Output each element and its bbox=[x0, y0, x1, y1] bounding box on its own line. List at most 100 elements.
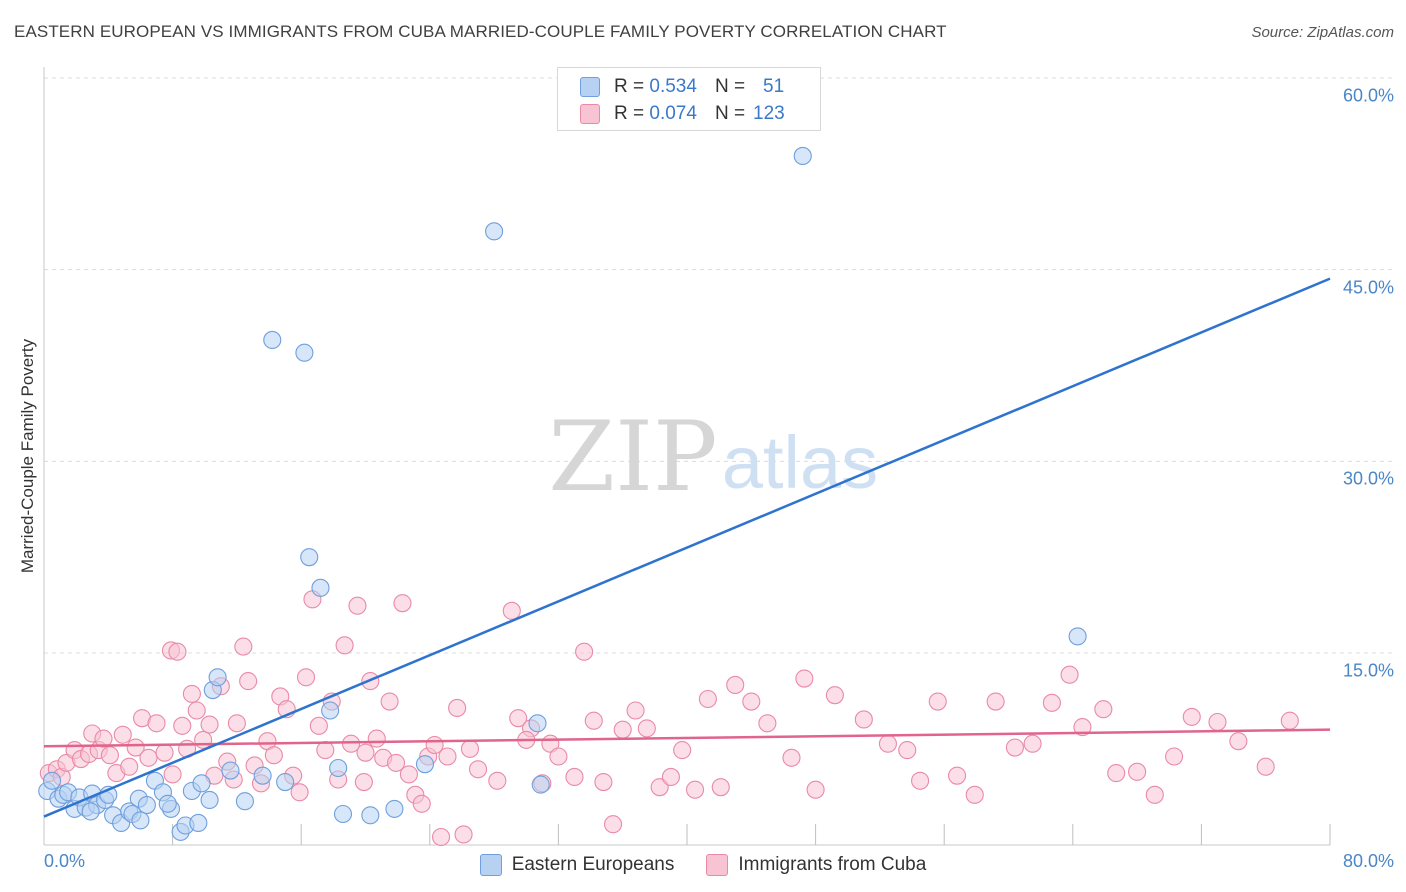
data-point bbox=[637, 719, 656, 738]
data-point bbox=[263, 330, 282, 349]
data-point bbox=[911, 771, 930, 790]
data-point bbox=[131, 811, 150, 830]
data-point bbox=[661, 767, 680, 786]
data-point bbox=[239, 672, 258, 691]
data-point bbox=[309, 716, 328, 735]
data-point bbox=[584, 711, 603, 730]
data-point bbox=[502, 601, 521, 620]
data-point bbox=[399, 765, 418, 784]
data-point bbox=[200, 790, 219, 809]
legend-n-value: 123 bbox=[753, 103, 785, 124]
data-point bbox=[878, 734, 897, 753]
data-point bbox=[189, 813, 208, 832]
data-point bbox=[698, 689, 717, 709]
data-point bbox=[147, 714, 166, 733]
legend-swatch-pink bbox=[580, 104, 600, 124]
data-point bbox=[928, 692, 947, 711]
data-point bbox=[742, 692, 761, 711]
trend-lines bbox=[43, 277, 1331, 818]
legend-label: Immigrants from Cuba bbox=[738, 854, 927, 875]
data-point bbox=[965, 785, 984, 804]
data-point bbox=[316, 741, 335, 760]
legend-n-label: N = bbox=[714, 76, 746, 97]
data-point bbox=[948, 766, 967, 785]
data-point bbox=[448, 698, 467, 717]
series-eastern-europeans bbox=[38, 146, 1087, 841]
data-point bbox=[432, 827, 451, 847]
y-tick-label: 45.0% bbox=[1342, 277, 1394, 298]
legend-n-value: 51 bbox=[763, 76, 785, 97]
data-point bbox=[898, 741, 917, 760]
data-point bbox=[187, 701, 206, 720]
data-point bbox=[575, 642, 594, 661]
data-point bbox=[806, 780, 825, 799]
data-point bbox=[361, 806, 380, 825]
data-point bbox=[1145, 785, 1164, 804]
data-point bbox=[793, 146, 812, 165]
data-point bbox=[438, 747, 457, 766]
data-point bbox=[386, 753, 406, 772]
series-legend: Eastern Europeans Immigrants from Cuba bbox=[0, 852, 1406, 878]
data-point bbox=[311, 578, 330, 597]
data-point bbox=[1229, 732, 1248, 751]
data-point bbox=[335, 636, 354, 655]
data-point bbox=[380, 692, 399, 711]
data-point bbox=[795, 669, 814, 688]
data-point bbox=[81, 802, 100, 821]
data-point bbox=[393, 594, 412, 613]
data-point bbox=[235, 792, 254, 811]
data-point bbox=[1073, 718, 1092, 737]
data-point bbox=[565, 767, 584, 786]
data-point bbox=[485, 222, 504, 241]
data-point bbox=[276, 773, 295, 792]
data-point bbox=[356, 743, 375, 762]
legend-r-label: R = bbox=[614, 76, 645, 97]
data-point bbox=[1182, 707, 1201, 726]
data-point bbox=[711, 778, 730, 797]
data-point bbox=[113, 725, 132, 744]
data-point bbox=[120, 757, 139, 776]
data-point bbox=[1068, 627, 1087, 646]
data-point bbox=[227, 714, 246, 733]
data-point bbox=[528, 714, 547, 733]
data-point bbox=[1023, 734, 1042, 753]
data-point bbox=[613, 720, 632, 739]
data-point bbox=[549, 747, 568, 766]
data-point bbox=[221, 761, 240, 780]
data-point bbox=[333, 804, 353, 824]
data-point bbox=[415, 755, 435, 774]
data-point bbox=[290, 783, 309, 802]
watermark: ZIP atlas bbox=[548, 401, 878, 513]
legend-label: Eastern Europeans bbox=[511, 854, 675, 875]
data-point bbox=[626, 701, 645, 720]
data-point bbox=[650, 778, 669, 797]
data-point bbox=[168, 642, 187, 661]
watermark-atlas: atlas bbox=[722, 421, 878, 504]
legend-row-eastern-europeans: R = 0.534 N = 51 bbox=[580, 75, 784, 99]
data-point bbox=[488, 771, 507, 790]
y-tick-label: 60.0% bbox=[1342, 85, 1394, 106]
data-point bbox=[1060, 665, 1079, 684]
legend-row-immigrants-from-cuba: R = 0.074 N = 123 bbox=[580, 102, 785, 126]
data-point bbox=[139, 748, 158, 767]
data-point bbox=[986, 692, 1005, 711]
legend-r-value: 0.534 bbox=[649, 76, 697, 97]
data-point bbox=[42, 771, 62, 790]
y-tick-label: 15.0% bbox=[1342, 660, 1394, 681]
data-point bbox=[348, 596, 367, 615]
data-point bbox=[1128, 762, 1147, 781]
data-point bbox=[367, 729, 386, 748]
legend-r-value: 0.074 bbox=[649, 103, 697, 124]
data-point bbox=[1005, 738, 1024, 757]
legend-swatch-pink bbox=[706, 854, 729, 876]
data-point bbox=[758, 714, 777, 733]
data-point bbox=[509, 709, 528, 728]
x-tick-label: 0.0% bbox=[44, 851, 86, 871]
data-point bbox=[321, 701, 340, 720]
data-point bbox=[155, 743, 174, 762]
data-point bbox=[296, 668, 316, 687]
data-point bbox=[100, 746, 119, 765]
legend-swatch-blue bbox=[479, 854, 502, 876]
correlation-legend: R = 0.534 N = 51 R = 0.074 N = 123 bbox=[557, 67, 821, 131]
data-point bbox=[234, 637, 253, 656]
